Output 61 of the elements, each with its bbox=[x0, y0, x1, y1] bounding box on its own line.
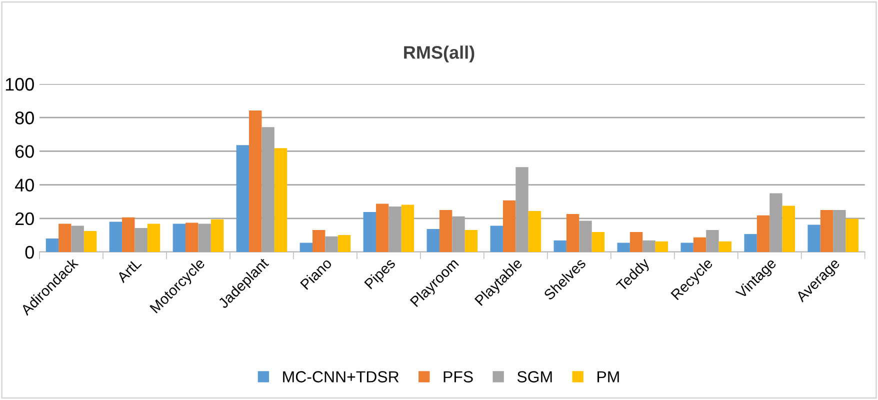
bar bbox=[566, 214, 580, 252]
bar bbox=[262, 127, 274, 252]
bar bbox=[706, 230, 719, 252]
legend-label: MC-CNN+TDSR bbox=[283, 371, 399, 382]
bar bbox=[630, 232, 643, 252]
bar bbox=[846, 218, 858, 252]
bar bbox=[490, 226, 503, 252]
bar bbox=[820, 210, 834, 252]
bar bbox=[186, 222, 198, 252]
bar bbox=[84, 231, 97, 252]
chart-title: RMS(all) bbox=[404, 46, 474, 62]
bar bbox=[312, 230, 326, 252]
bar bbox=[249, 110, 262, 252]
bar bbox=[502, 200, 516, 252]
bar bbox=[236, 145, 250, 252]
y-tick-label: 40 bbox=[14, 178, 34, 192]
bar bbox=[71, 226, 84, 252]
bar bbox=[464, 230, 478, 252]
bar bbox=[338, 235, 351, 252]
x-tick-label: ArtL bbox=[116, 258, 142, 284]
bar bbox=[274, 148, 288, 252]
bar bbox=[579, 220, 592, 252]
legend-label: PFS bbox=[444, 371, 473, 382]
bar bbox=[134, 228, 148, 252]
bar bbox=[808, 224, 820, 252]
legend-label: PM bbox=[598, 371, 619, 382]
bar bbox=[744, 234, 757, 252]
bar bbox=[376, 204, 389, 252]
y-tick-label: 80 bbox=[15, 112, 34, 124]
bar bbox=[617, 242, 630, 252]
bar bbox=[388, 206, 402, 252]
y-tick-label: 20 bbox=[15, 212, 34, 226]
bar bbox=[642, 240, 656, 252]
bar bbox=[680, 242, 694, 252]
bar bbox=[210, 219, 224, 252]
bar bbox=[58, 224, 72, 252]
bar bbox=[109, 222, 122, 252]
bar bbox=[122, 217, 135, 252]
bar bbox=[756, 215, 770, 252]
bar bbox=[439, 210, 452, 252]
bar bbox=[770, 193, 782, 252]
bar bbox=[782, 206, 795, 252]
bar bbox=[426, 228, 440, 252]
bar bbox=[172, 224, 186, 252]
bar bbox=[46, 238, 59, 252]
bar bbox=[592, 232, 605, 252]
y-tick-label: 60 bbox=[15, 145, 34, 158]
bar bbox=[718, 241, 732, 252]
bar bbox=[363, 212, 376, 252]
bar bbox=[325, 236, 338, 252]
bar bbox=[693, 237, 706, 252]
bar bbox=[198, 224, 211, 252]
bar bbox=[147, 224, 160, 252]
bar bbox=[300, 242, 312, 252]
y-tick-label: 0 bbox=[25, 246, 34, 259]
bar bbox=[554, 240, 566, 252]
bar bbox=[655, 241, 668, 252]
y-tick-label: 100 bbox=[6, 78, 34, 91]
bar bbox=[401, 204, 414, 252]
bar bbox=[528, 211, 542, 252]
legend-label: SGM bbox=[517, 371, 552, 382]
